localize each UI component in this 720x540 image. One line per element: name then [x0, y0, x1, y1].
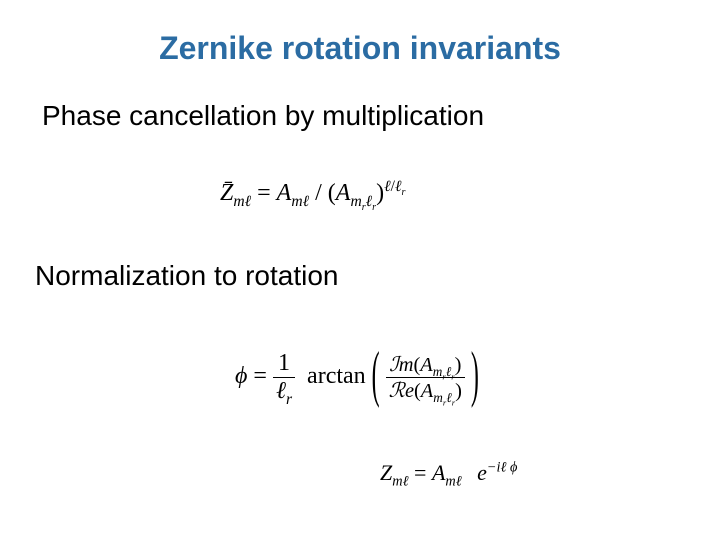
sym-A1: A — [277, 180, 292, 206]
frac-im-re: ℐm(Amrℓr) ℛe(Amrℓr) — [386, 352, 465, 403]
sym-eq3: = — [414, 460, 432, 485]
sub-ml2: mℓ — [291, 193, 309, 210]
den-re: ℛe(Amrℓr) — [386, 377, 465, 403]
sym-eq2: = — [253, 363, 273, 389]
big-rparen: ) — [471, 342, 479, 412]
sub-ml: mℓ — [233, 193, 251, 210]
sym-Z: Z — [380, 460, 392, 485]
sub-ml4: mℓ — [445, 473, 461, 489]
formula-zbar: Z̄mℓ = Amℓ / (Amrℓr)ℓ/ℓr — [220, 180, 405, 208]
formula-phi: ϕ = 1 ℓr arctan ( ℐm(Amrℓr) ℛe(Amrℓr) ) — [235, 350, 479, 405]
sym-eq: = — [257, 180, 277, 206]
sym-phi: ϕ — [235, 363, 247, 389]
sym-A2: A — [336, 180, 351, 206]
den-ellr: ℓr — [273, 377, 295, 405]
sym-A3: A — [432, 460, 445, 485]
subheading-phase-cancellation: Phase cancellation by multiplication — [42, 100, 484, 132]
exp-ell-ellr: ℓ/ℓr — [384, 178, 405, 195]
num-one: 1 — [273, 350, 295, 377]
sub-mrlr: mrℓr — [350, 193, 376, 210]
formula-zml: Zmℓ = Amℓ e−iℓ ϕ — [380, 460, 517, 486]
rparen1: ) — [376, 180, 384, 206]
big-lparen: ( — [372, 342, 380, 412]
sym-slash: / — [315, 180, 322, 206]
sym-Zbar: Z̄ — [220, 180, 233, 206]
exp-iellphi: −iℓ ϕ — [487, 460, 518, 476]
num-im: ℐm(Amrℓr) — [386, 352, 465, 377]
sub-ml3: mℓ — [392, 473, 408, 489]
fn-arctan: arctan — [301, 363, 366, 389]
sym-e: e — [477, 460, 487, 485]
subheading-normalization: Normalization to rotation — [35, 260, 338, 292]
lparen1: ( — [328, 180, 336, 206]
space — [467, 460, 471, 485]
frac-one-ellr: 1 ℓr — [273, 350, 295, 405]
slide-title: Zernike rotation invariants — [0, 30, 720, 67]
